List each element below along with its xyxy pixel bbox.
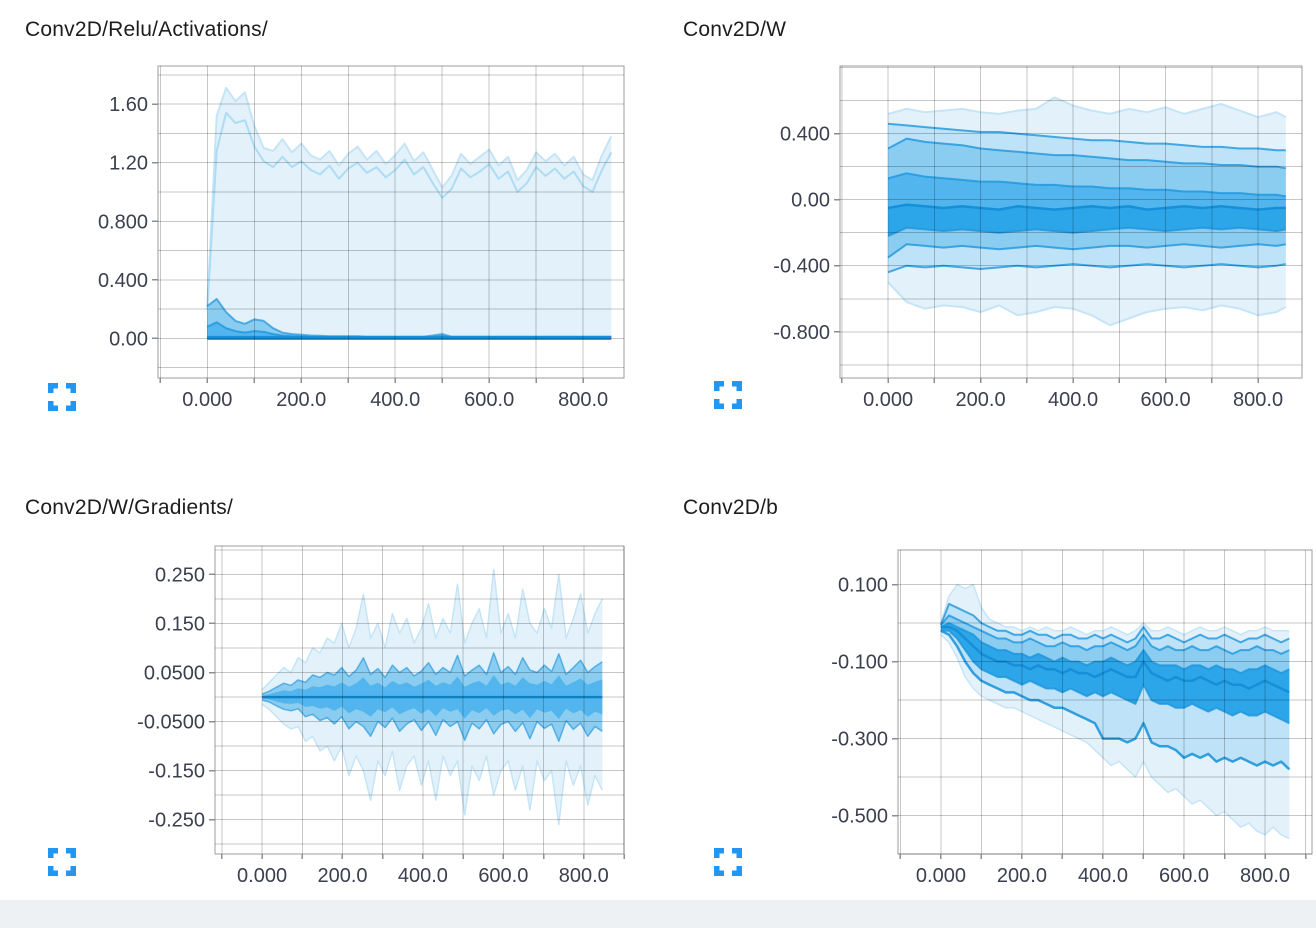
fullscreen-expand-icon [48, 848, 76, 876]
percentile-line [887, 137, 1286, 170]
distribution-band [888, 204, 1286, 236]
y-axis-tick-label: -0.500 [831, 806, 888, 828]
y-axis-tick-label: 0.0500 [144, 663, 205, 685]
percentile-line [887, 263, 1286, 274]
percentile-line [940, 583, 1290, 636]
x-axis-tick-label: 400.0 [370, 389, 420, 411]
y-axis-tick-label: 0.150 [155, 613, 205, 635]
percentile-line [887, 96, 1287, 119]
percentile-line [887, 172, 1286, 198]
x-axis-tick-label: 600.0 [1141, 389, 1191, 411]
distribution-chart-conv2d-b[interactable]: 0.000 200.0 400.0 600.0 800.0 0.100 -0.100 -0.3… [831, 549, 1313, 887]
gridlines [840, 66, 1302, 378]
expand-chart-button-activations[interactable] [48, 383, 76, 411]
percentile-line [940, 629, 1290, 725]
fullscreen-expand-icon [48, 383, 76, 411]
x-axis-tick-label: 400.0 [1078, 865, 1128, 887]
x-axis-tick-label: 400.0 [398, 865, 448, 887]
expand-chart-button-b[interactable] [714, 848, 742, 876]
axis-ticks [892, 583, 1307, 859]
gridlines [898, 550, 1312, 855]
fullscreen-expand-icon [714, 381, 742, 409]
x-axis-tick-label: 400.0 [1048, 389, 1098, 411]
chart-title-activations: Conv2D/Relu/Activations/ [25, 18, 268, 41]
chart-title-b: Conv2D/b [683, 496, 778, 519]
x-axis-tick-label: 200.0 [317, 865, 367, 887]
chart-title-w-gradients: Conv2D/W/Gradients/ [25, 496, 234, 519]
x-axis-tick-label: 600.0 [478, 865, 528, 887]
distribution-chart-conv2d-w[interactable]: 0.000 200.0 400.0 600.0 800.0 0.400 0.00 -0.400… [773, 65, 1303, 411]
percentile-line [887, 243, 1286, 259]
chart-title-w: Conv2D/W [683, 18, 787, 41]
x-axis-tick-label: 200.0 [997, 865, 1047, 887]
percentile-line [261, 568, 603, 691]
gridlines [215, 546, 625, 854]
x-axis-tick-label: 600.0 [1159, 865, 1209, 887]
y-axis-tick-label: 1.20 [109, 153, 148, 175]
gridlines [158, 66, 624, 378]
x-axis-tick-label: 800.0 [1240, 865, 1290, 887]
y-axis-tick-label: -0.300 [831, 729, 888, 751]
expand-chart-button-w-gradients[interactable] [48, 848, 76, 876]
y-axis-tick-label: 0.00 [791, 190, 830, 212]
page-background-strip [0, 900, 1316, 928]
percentile-line [261, 699, 603, 742]
y-axis-tick-label: 0.800 [98, 211, 148, 233]
y-axis-tick-label: -0.0500 [137, 712, 205, 734]
x-axis-tick-label: 600.0 [464, 389, 514, 411]
distribution-band [207, 88, 612, 339]
y-axis-tick-label: -0.800 [773, 322, 830, 344]
percentile-line [206, 87, 613, 307]
y-axis-tick-label: -0.150 [148, 761, 205, 783]
percentile-line [261, 703, 603, 826]
x-axis-tick-label: 800.0 [1233, 389, 1283, 411]
percentile-line [940, 629, 1291, 771]
chart-data-area [261, 568, 603, 826]
x-axis-tick-label: 800.0 [559, 865, 609, 887]
chart-data-area [206, 87, 613, 340]
median-line [887, 203, 1286, 211]
y-axis-tick-label: 0.00 [109, 328, 148, 350]
distribution-band [940, 623, 1290, 724]
y-axis-tick-label: -0.250 [148, 810, 205, 832]
y-axis-tick-label: -0.100 [831, 652, 888, 674]
x-axis-tick-label: 0.000 [863, 389, 913, 411]
y-axis-tick-label: 0.400 [780, 124, 830, 146]
plot-border [839, 65, 1303, 379]
x-axis-tick-label: 0.000 [182, 389, 232, 411]
distribution-chart-conv2d-w-gradients[interactable]: 0.000 200.0 400.0 600.0 800.0 0.250 0.150 0.050… [137, 545, 625, 887]
x-axis-tick-label: 200.0 [276, 389, 326, 411]
axis-ticks [834, 132, 1259, 383]
plot-border [897, 549, 1313, 855]
distribution-chart-conv2d-relu-activations[interactable]: 0.000 200.0 400.0 600.0 800.0 1.60 1.20 0.800 0.… [98, 65, 625, 411]
x-axis-tick-label: 800.0 [558, 389, 608, 411]
y-axis-tick-label: 0.100 [838, 575, 888, 597]
percentile-line [888, 122, 1286, 152]
chart-data-area [887, 96, 1287, 327]
plot-border [214, 545, 625, 855]
chart-data-area [939, 583, 1291, 840]
expand-chart-button-w[interactable] [714, 381, 742, 409]
percentile-line [206, 111, 613, 310]
percentile-line [940, 634, 1290, 840]
fullscreen-expand-icon [714, 848, 742, 876]
y-axis-tick-label: -0.400 [773, 256, 830, 278]
x-axis-tick-label: 200.0 [956, 389, 1006, 411]
percentile-line [940, 614, 1290, 655]
y-axis-tick-label: 0.400 [98, 270, 148, 292]
x-axis-tick-label: 0.000 [916, 865, 966, 887]
x-axis-tick-label: 0.000 [237, 865, 287, 887]
percentile-line [887, 281, 1287, 327]
median-line [940, 625, 1290, 694]
percentile-line [887, 226, 1286, 237]
percentile-line [261, 652, 603, 695]
percentile-line [939, 602, 1290, 644]
y-axis-tick-label: 1.60 [109, 94, 148, 116]
y-axis-tick-label: 0.250 [155, 564, 205, 586]
axis-ticks [209, 573, 625, 859]
percentile-line [940, 622, 1290, 675]
axis-ticks [152, 103, 584, 383]
